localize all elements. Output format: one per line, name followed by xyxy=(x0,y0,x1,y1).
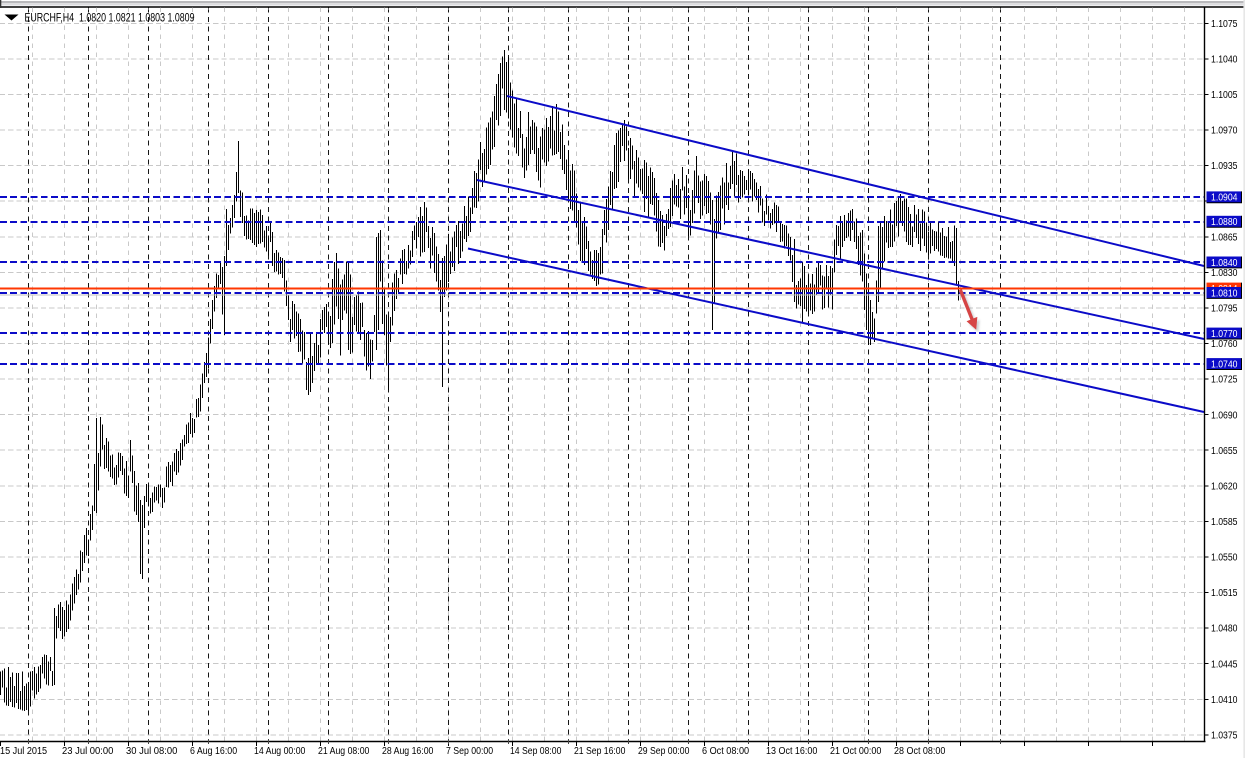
svg-text:1.0620: 1.0620 xyxy=(1211,481,1238,492)
svg-text:EURCHF,H4 1.0820 1.0821 1.080: EURCHF,H4 1.0820 1.0821 1.0803 1.0809 xyxy=(25,11,195,25)
svg-text:1.0585: 1.0585 xyxy=(1211,517,1238,528)
svg-text:1.0655: 1.0655 xyxy=(1211,446,1238,457)
svg-text:30 Jul 08:00: 30 Jul 08:00 xyxy=(126,746,178,757)
svg-text:1.0515: 1.0515 xyxy=(1211,588,1238,599)
svg-text:1.0880: 1.0880 xyxy=(1211,217,1238,228)
svg-text:1.0795: 1.0795 xyxy=(1211,304,1238,315)
svg-text:1.0550: 1.0550 xyxy=(1211,553,1238,564)
svg-text:1.0810: 1.0810 xyxy=(1211,288,1238,299)
svg-text:1.1040: 1.1040 xyxy=(1211,55,1238,66)
svg-text:1.0725: 1.0725 xyxy=(1211,375,1238,386)
svg-text:1.0410: 1.0410 xyxy=(1211,695,1238,706)
svg-text:1.0760: 1.0760 xyxy=(1211,339,1238,350)
svg-text:28 Aug 16:00: 28 Aug 16:00 xyxy=(382,746,434,757)
svg-text:1.1075: 1.1075 xyxy=(1211,19,1238,30)
svg-text:1.0904: 1.0904 xyxy=(1211,193,1238,204)
svg-text:1.1005: 1.1005 xyxy=(1211,90,1238,101)
svg-text:6 Oct 08:00: 6 Oct 08:00 xyxy=(702,746,749,757)
svg-text:21 Sep 16:00: 21 Sep 16:00 xyxy=(574,746,626,757)
svg-text:1.0935: 1.0935 xyxy=(1211,161,1238,172)
svg-text:14 Aug 00:00: 14 Aug 00:00 xyxy=(254,746,306,757)
svg-text:1.0480: 1.0480 xyxy=(1211,624,1238,635)
svg-text:1.0445: 1.0445 xyxy=(1211,659,1238,670)
svg-text:21 Aug 08:00: 21 Aug 08:00 xyxy=(318,746,370,757)
svg-text:1.0740: 1.0740 xyxy=(1211,359,1238,370)
svg-text:6 Aug 16:00: 6 Aug 16:00 xyxy=(190,746,237,757)
svg-text:29 Sep 00:00: 29 Sep 00:00 xyxy=(638,746,690,757)
svg-text:21 Oct 00:00: 21 Oct 00:00 xyxy=(830,746,882,757)
svg-text:28 Oct 08:00: 28 Oct 08:00 xyxy=(894,746,946,757)
svg-text:15 Jul 2015: 15 Jul 2015 xyxy=(0,746,47,757)
svg-text:1.0375: 1.0375 xyxy=(1211,730,1238,741)
svg-text:1.0970: 1.0970 xyxy=(1211,126,1238,137)
svg-text:1.0865: 1.0865 xyxy=(1211,232,1238,243)
svg-text:23 Jul 00:00: 23 Jul 00:00 xyxy=(62,746,114,757)
svg-text:1.0690: 1.0690 xyxy=(1211,410,1238,421)
svg-text:14 Sep 08:00: 14 Sep 08:00 xyxy=(510,746,562,757)
svg-text:1.0770: 1.0770 xyxy=(1211,329,1238,340)
svg-text:13 Oct 16:00: 13 Oct 16:00 xyxy=(766,746,818,757)
svg-text:7 Sep 00:00: 7 Sep 00:00 xyxy=(446,746,493,757)
svg-text:1.0830: 1.0830 xyxy=(1211,268,1238,279)
svg-text:1.0840: 1.0840 xyxy=(1211,258,1238,269)
